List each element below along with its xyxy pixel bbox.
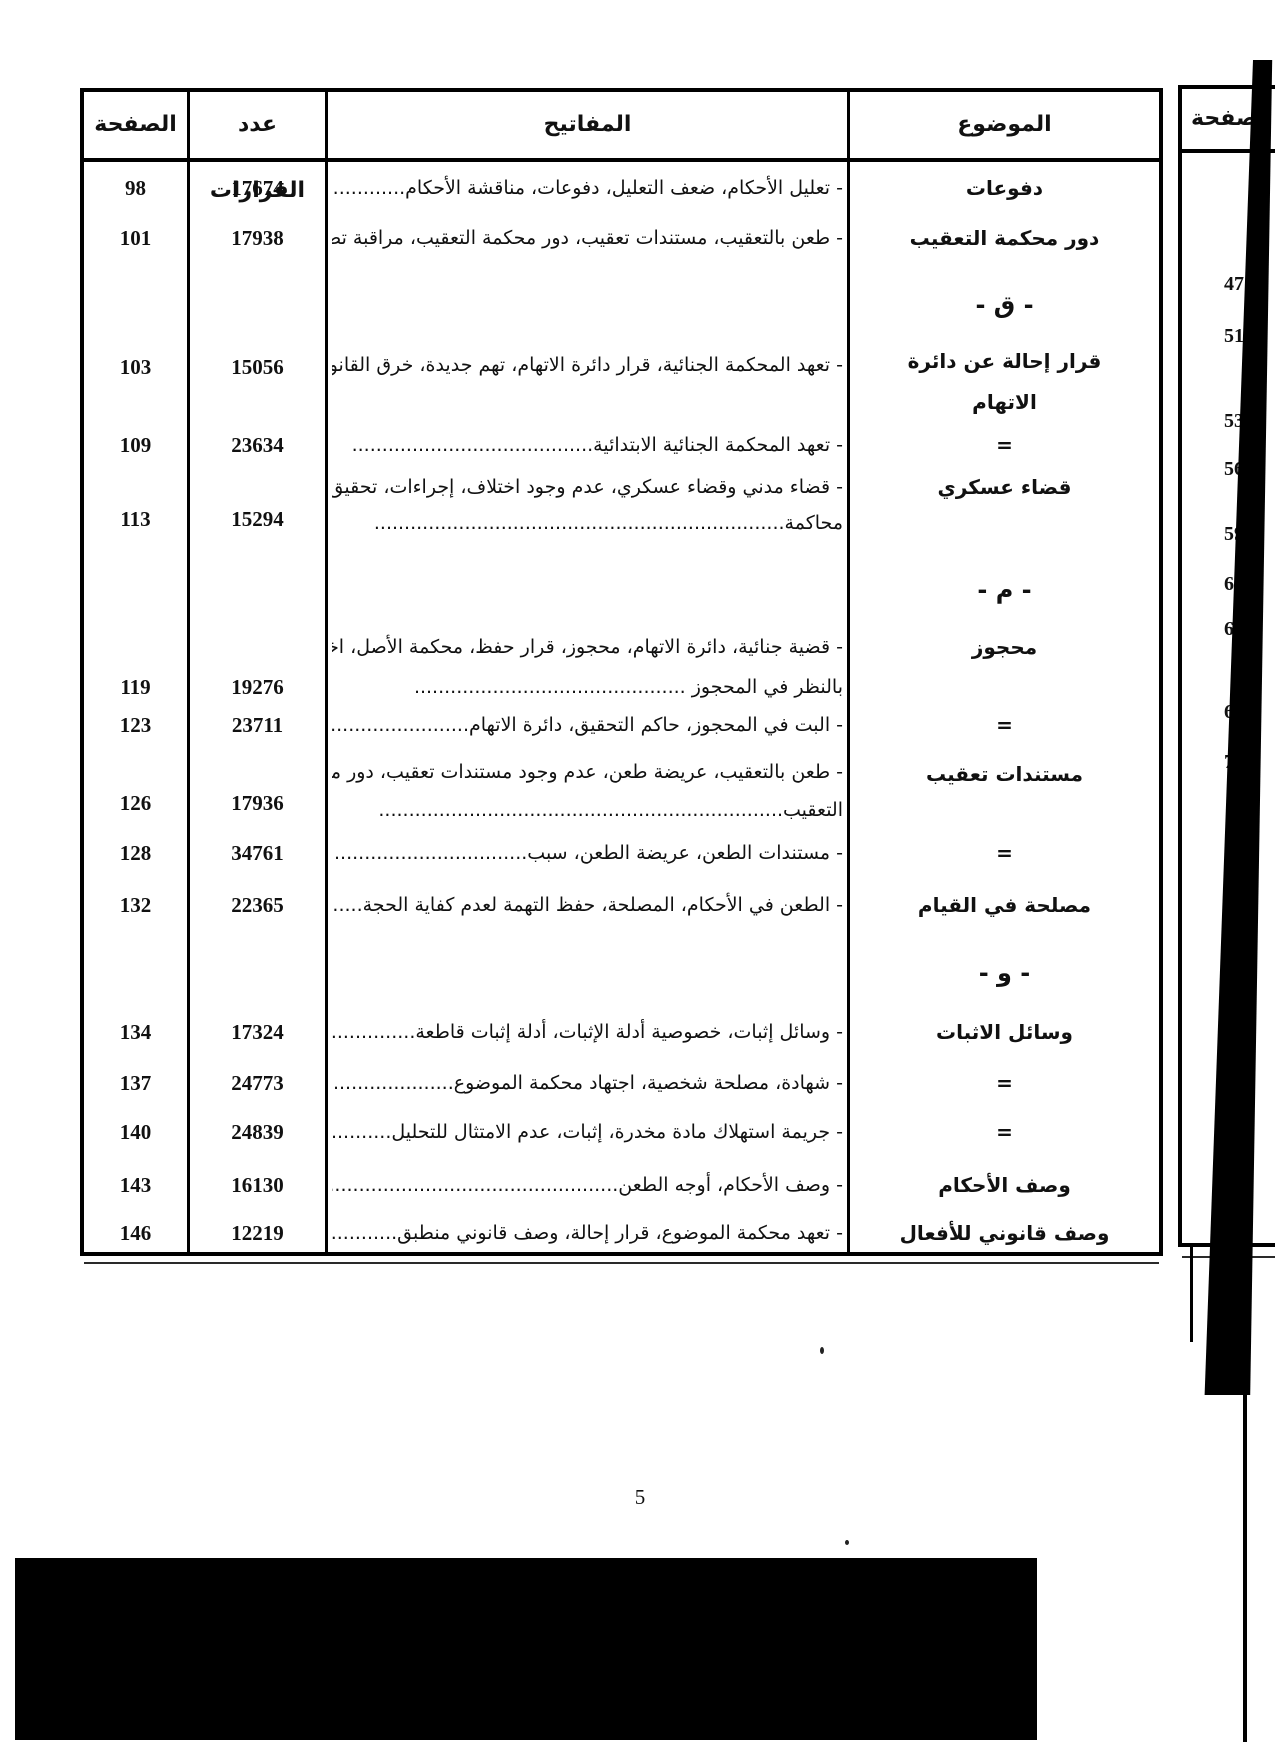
side-page-number: 53 [1224,410,1244,432]
side-table-border-tail [1190,1247,1193,1342]
row-keys: - شهادة، مصلحة شخصية، اجتهاد محكمة الموض… [332,1072,843,1094]
row-keys: - تعهد محكمة الموضوع، قرار إحالة، وصف قا… [332,1222,843,1244]
column-divider [187,92,190,1252]
row-page: 119 [120,675,151,699]
row-page: 109 [119,433,152,457]
row-keys-line2: التعقيب.................................… [378,799,843,821]
row-keys: - الطعن في الأحكام، المصلحة، حفظ التهمة … [332,894,843,916]
row-subject: دفوعات [965,176,1044,200]
row-subject: = [996,1071,1013,1095]
side-page-number: 47 [1224,273,1244,295]
header-keys: المفاتيح [543,112,632,137]
header-decisions: عدد القرارات [209,112,306,203]
row-decisions: 22365 [231,893,284,917]
row-keys: - تعهد المحكمة الجنائية، قرار دائرة الات… [332,354,843,376]
table-header: الصفحة عدد القرارات المفاتيح الموضوع [84,92,1159,203]
row-page: 123 [119,713,152,737]
row-page: 98 [125,176,146,200]
row-keys: - تعليل الأحكام، ضعف التعليل، دفوعات، من… [332,177,843,199]
section-letter: - و - [978,959,1031,987]
row-page: 113 [120,507,151,531]
row-decisions: 23711 [231,713,284,737]
row-keys: - جريمة استهلاك مادة مخدرة، إثبات، عدم ا… [332,1121,843,1143]
column-divider [847,92,850,1252]
row-subject: قضاء عسكري [937,475,1072,499]
row-decisions: 24773 [231,1071,284,1095]
row-subject: وصف قانوني للأفعال [899,1221,1110,1245]
row-keys: - طعن بالتعقيب، مستندات تعقيب، دور محكمة… [332,227,843,249]
row-subject: = [996,841,1013,865]
row-keys: - طعن بالتعقيب، عريضة طعن، عدم وجود مستن… [332,761,843,783]
row-subject: مصلحة في القيام [917,893,1092,917]
row-subject: مستندات تعقيب [925,762,1084,786]
section-letter: - ق - [975,291,1034,319]
scan-bottom-band [15,1558,1037,1740]
row-subject: دور محكمة التعقيب [909,226,1100,250]
row-page: 140 [119,1120,152,1144]
row-page: 132 [119,893,152,917]
row-decisions: 12219 [231,1221,284,1245]
row-subject: = [996,1120,1013,1144]
scan-speck [845,1540,849,1545]
row-decisions: 16130 [231,1173,284,1197]
row-page: 103 [119,355,152,379]
row-decisions: 23634 [231,433,284,457]
row-decisions: 34761 [231,841,284,865]
row-page: 128 [119,841,152,865]
row-page: 143 [119,1173,152,1197]
row-page: 126 [119,791,152,815]
row-subject: محجوز [971,635,1038,659]
section-letter: - م - [977,576,1032,604]
row-subject: = [996,433,1013,457]
row-subject: وصف الأحكام [938,1173,1071,1197]
row-subject: = [996,713,1013,737]
row-decisions: 24839 [231,1120,284,1144]
row-decisions: 17936 [231,791,284,815]
row-decisions: 15294 [231,507,284,531]
row-page: 101 [119,226,152,250]
row-keys: - وصف الأحكام، أوجه الطعن...............… [332,1174,843,1196]
index-table: الصفحة عدد القرارات المفاتيح الموضوع 98 … [80,88,1163,1256]
row-page: 134 [119,1020,152,1044]
row-page: 137 [119,1071,152,1095]
row-keys-line2: محاكمة..................................… [373,512,843,534]
row-decisions: 17324 [231,1020,284,1044]
header-page: الصفحة [94,112,177,137]
row-keys: - قضاء مدني وقضاء عسكري، عدم وجود اختلاف… [332,476,843,498]
side-page-number: 51 [1224,325,1244,347]
row-keys: - قضية جنائية، دائرة الاتهام، محجوز، قرا… [332,636,843,658]
row-keys: - وسائل إثبات، خصوصية أدلة الإثبات، أدلة… [332,1021,843,1043]
row-decisions: 19276 [231,675,284,699]
row-subject: وسائل الاثبات [936,1020,1073,1044]
scan-edge-line [1243,1390,1247,1742]
row-keys: - مستندات الطعن، عريضة الطعن، سبب.......… [332,842,843,864]
column-divider [325,92,328,1252]
row-decisions: 17674 [231,176,284,200]
header-subject: الموضوع [957,112,1052,137]
row-page: 146 [119,1221,152,1245]
row-subject-line2: الاتهام [972,390,1037,414]
row-keys-line2: بالنظر في المحجوز ......................… [413,676,843,698]
row-keys: - البت في المحجوز، حاكم التحقيق، دائرة ا… [332,714,843,736]
page-number-footer: 5 [634,1485,646,1509]
table-bottom-second-rule [84,1262,1159,1264]
row-subject: قرار إحالة عن دائرة [907,349,1102,373]
scan-speck [820,1347,824,1354]
row-keys: - تعهد المحكمة الجنائية الابتدائية......… [351,434,843,456]
row-decisions: 15056 [231,355,284,379]
row-decisions: 17938 [231,226,284,250]
